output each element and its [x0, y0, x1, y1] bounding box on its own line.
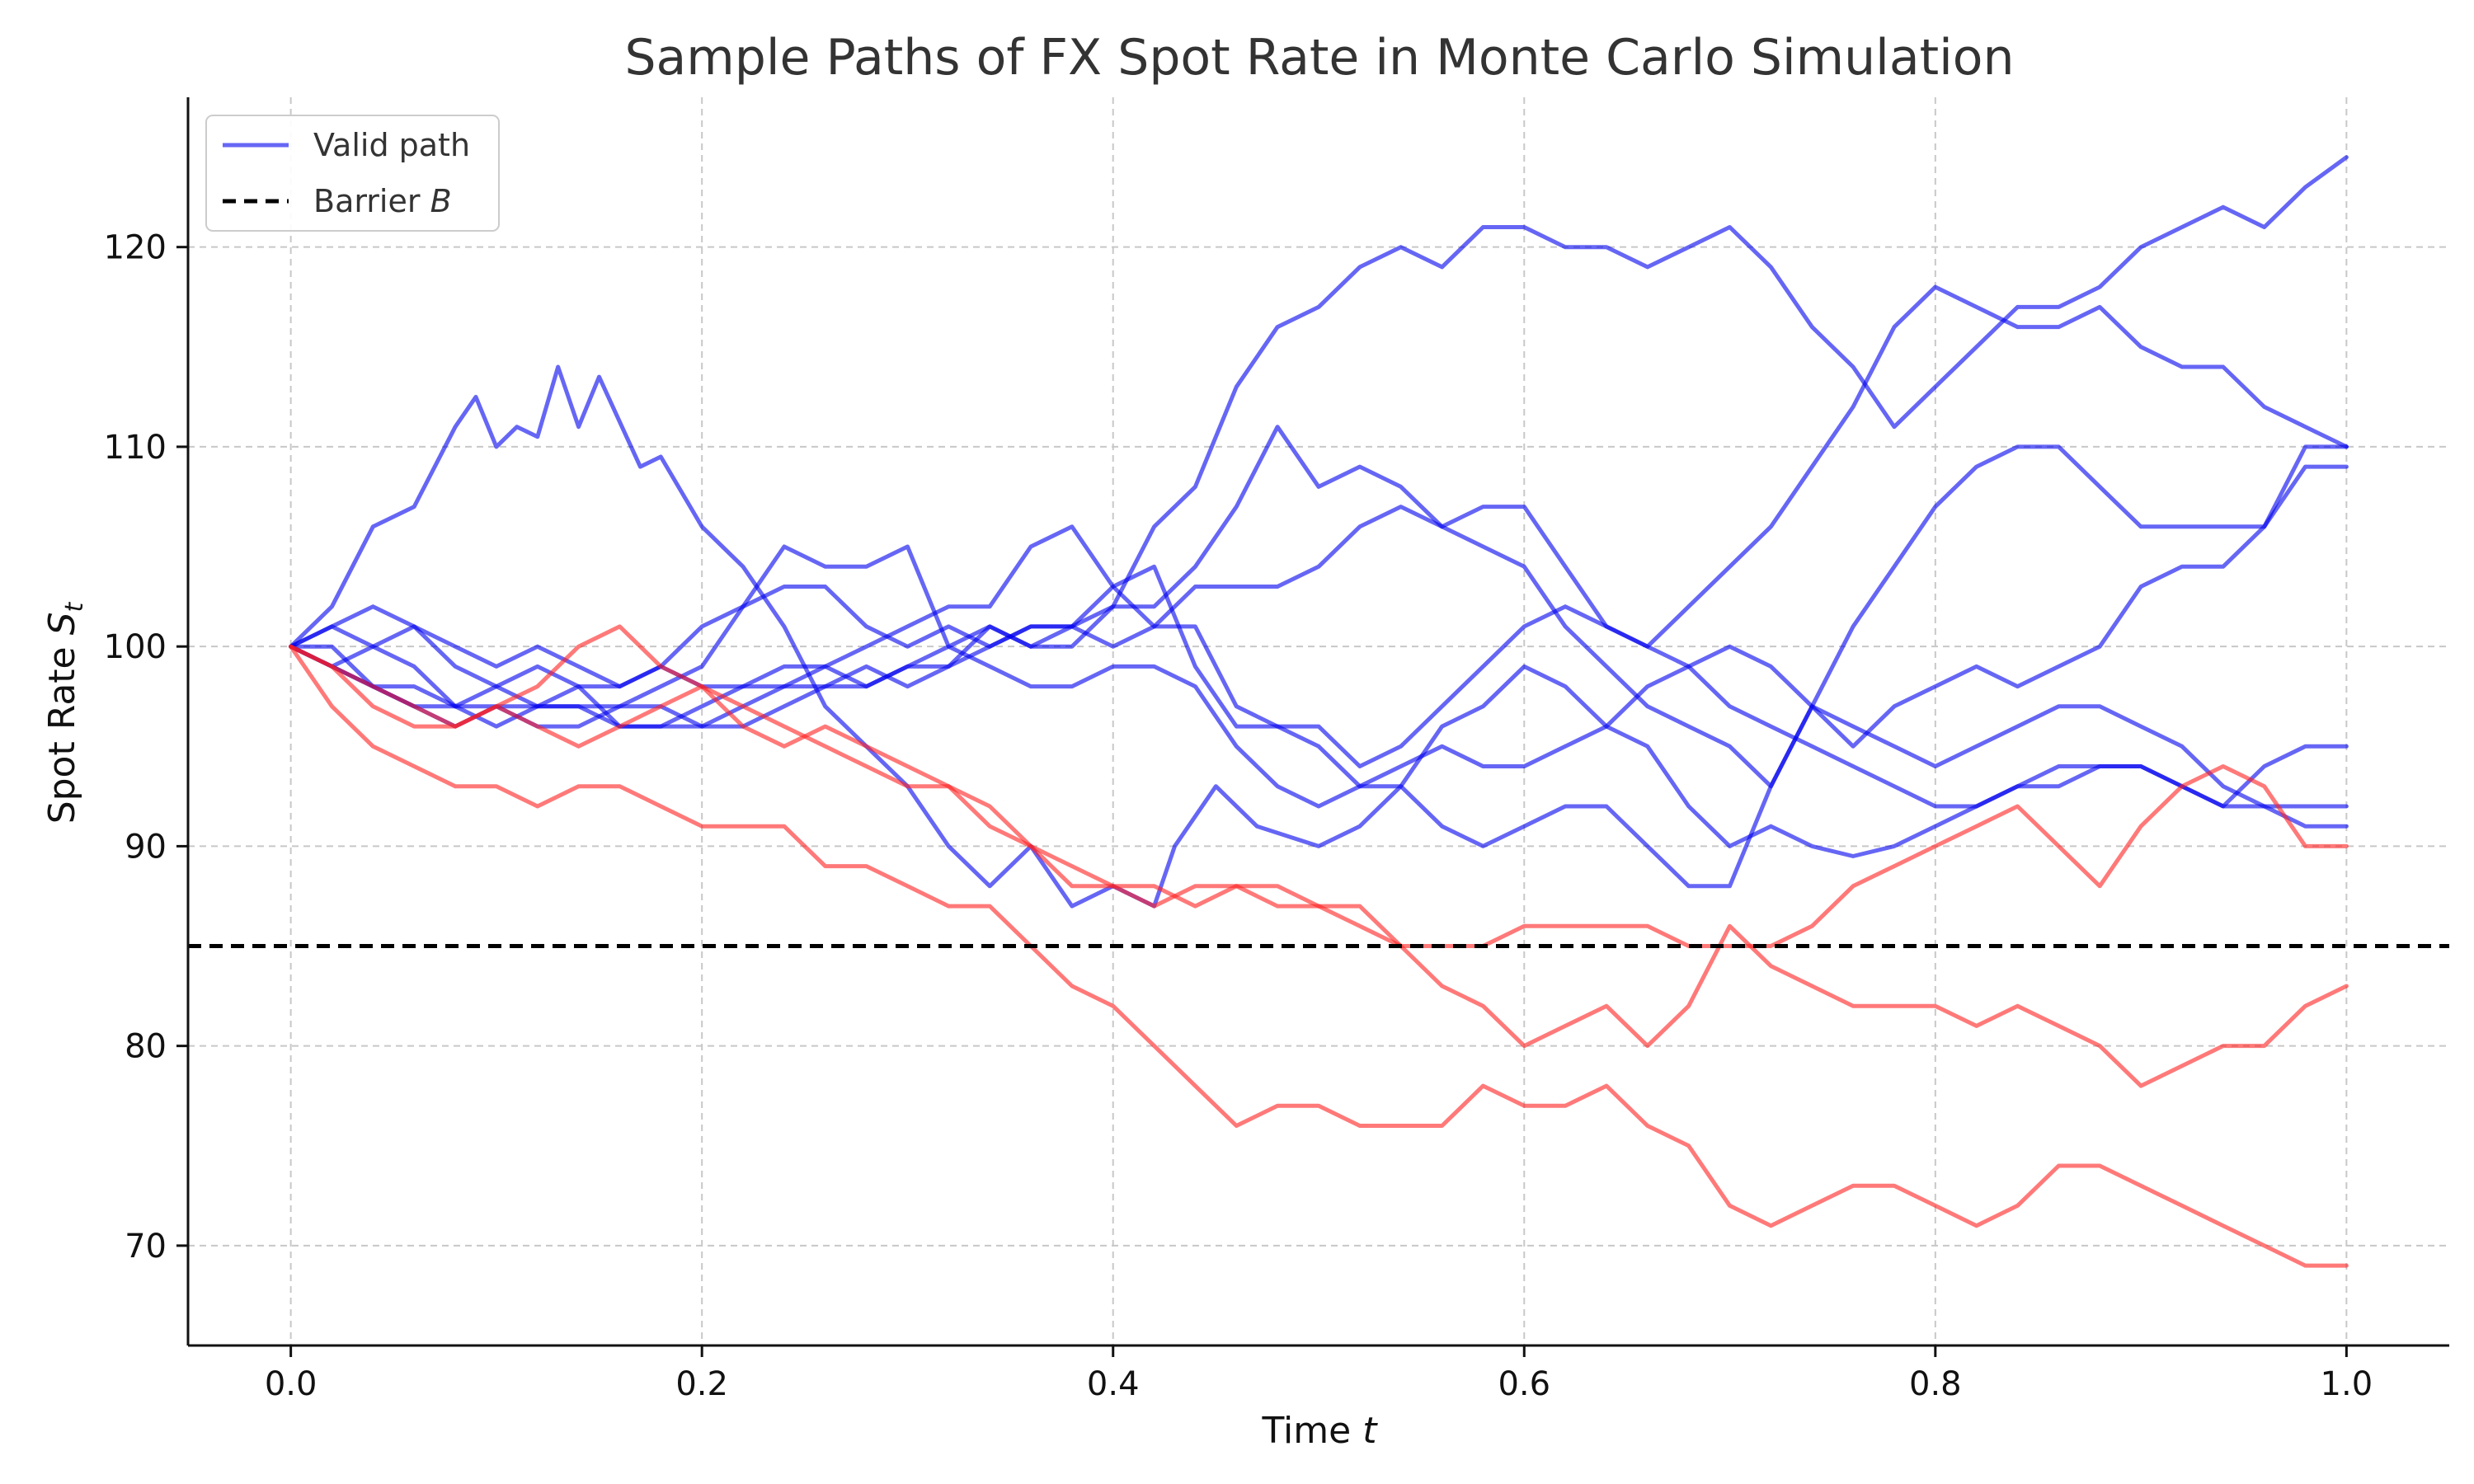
chart-title: Sample Paths of FX Spot Rate in Monte Ca… [624, 29, 2014, 87]
y-tick-label: 100 [104, 628, 167, 666]
y-tick-label: 90 [125, 828, 167, 866]
series-path-valid-6 [289, 444, 2349, 789]
series-path-valid-7 [289, 644, 2349, 809]
axes: 0.0 0.2 0.4 0.6 0.8 1.0 70 80 90 100 110 120 [104, 97, 2449, 1403]
legend-label-valid: Valid path [313, 127, 470, 163]
y-tick-label: 120 [104, 229, 167, 267]
legend-label-barrier: Barrier B [313, 183, 452, 219]
series-path-knocked_out-8 [289, 644, 2349, 1268]
y-tick-label: 110 [104, 429, 167, 467]
grid [188, 97, 2449, 1345]
y-axis-label: Spot Rate St [41, 601, 89, 824]
y-tick-label: 70 [125, 1228, 167, 1266]
x-tick-label: 0.4 [1087, 1365, 1140, 1403]
legend: Valid path Barrier B [205, 115, 500, 232]
x-tick-label: 1.0 [2321, 1365, 2373, 1403]
series-path-valid-4 [289, 284, 2349, 768]
x-tick-label: 0.6 [1498, 1365, 1550, 1403]
x-axis-label: Time t [1262, 1410, 1379, 1452]
series-path-valid-3 [289, 464, 2349, 889]
x-tick-label: 0.8 [1909, 1365, 1962, 1403]
series-path-knocked_out-10 [289, 624, 2349, 948]
y-tick-label: 80 [125, 1028, 167, 1066]
x-tick-label: 0.0 [265, 1365, 317, 1403]
x-tick-label: 0.2 [675, 1365, 728, 1403]
series-layer [289, 155, 2349, 1268]
